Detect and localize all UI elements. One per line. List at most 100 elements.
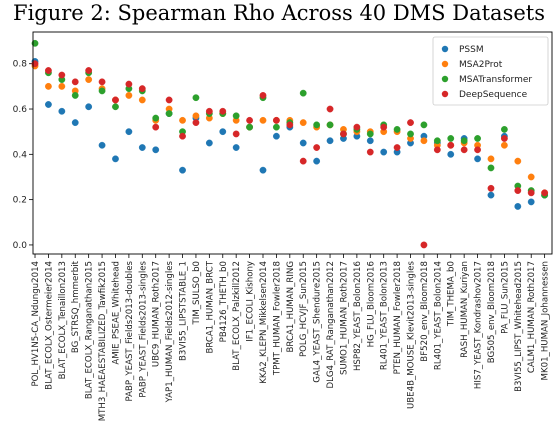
x-tick-label: RL401_YEAST_Bolon2014	[433, 261, 443, 370]
point-deepsequence	[380, 123, 388, 131]
x-tick-label: BG505_env_Bloom2018	[487, 261, 497, 363]
point-msa2prot	[45, 82, 52, 90]
x-tick-label: B3VI55_LIPSTSTABLE_1	[179, 261, 189, 361]
x-tick-label: RASH_HUMAN_Kuriyan	[460, 261, 470, 358]
point-deepsequence	[366, 148, 374, 156]
point-deepsequence	[192, 119, 200, 127]
x-tick-label: MK01_HUMAN_Johannessen	[541, 261, 551, 380]
data-points	[31, 39, 549, 249]
point-deepsequence	[514, 187, 522, 194]
point-deepsequence	[219, 107, 227, 115]
legend-label: PSSM	[459, 45, 484, 55]
point-pssm	[152, 146, 160, 154]
point-msatransformer	[273, 123, 280, 131]
x-tick-label: BG_STRSQ_hmmerbit	[71, 260, 81, 353]
point-msa2prot	[192, 112, 200, 120]
x-tick-label: PTEN_HUMAN_Fowler2018	[393, 261, 403, 374]
point-msatransformer	[393, 126, 401, 133]
point-deepsequence	[232, 130, 240, 138]
point-deepsequence	[420, 241, 428, 249]
point-deepsequence	[447, 141, 455, 149]
point-deepsequence	[45, 67, 52, 74]
x-tick-label: PB4126_THETH_b0	[219, 261, 229, 342]
plot-frame	[32, 31, 553, 255]
point-deepsequence	[326, 105, 334, 113]
x-tick-label: GAL4_YEAST_Shendure2015	[313, 261, 323, 383]
point-deepsequence	[474, 146, 481, 154]
point-pssm	[259, 166, 267, 174]
x-tick-label: MTH3_HAEAESTABILIZED_Tawfik2015	[98, 261, 108, 421]
x-tick-label: HSP82_YEAST_Bolon2016	[353, 261, 363, 371]
point-deepsequence	[179, 132, 186, 140]
x-tick-label: PABP_YEAST_Fields2013-singles	[138, 260, 148, 397]
point-pssm	[474, 155, 481, 163]
point-deepsequence	[259, 92, 267, 99]
point-pssm	[179, 166, 186, 174]
point-deepsequence	[98, 78, 106, 86]
x-tick-label: SUMO1_HUMAN_Roth2017	[339, 261, 349, 375]
y-tick-label: 0.8	[13, 60, 28, 70]
plot-border	[32, 31, 553, 255]
point-deepsequence	[286, 121, 294, 129]
y-tick-label: 0.2	[13, 196, 27, 206]
point-msatransformer	[71, 92, 79, 99]
point-deepsequence	[433, 146, 441, 154]
x-tick-label: BLAT_ECOLX_Ranganathan2015	[85, 261, 95, 399]
point-msa2prot	[514, 157, 522, 165]
x-tick-label: POLG_HCVJF_Sun2015	[299, 261, 309, 357]
point-msatransformer	[447, 135, 455, 142]
point-deepsequence	[273, 116, 280, 124]
point-pssm	[313, 157, 321, 165]
x-tick-label: CALM1_HUMAN_Roth2017	[527, 261, 537, 373]
point-pssm	[326, 137, 334, 145]
x-tick-label: POL_HV1N5-CA_Ndungu2014	[31, 261, 41, 387]
x-tick-label: KKA2_KLEPN_Mikkelsen2014	[259, 261, 269, 384]
x-tick-label: BLAT_ECOLX_Ostermeier2014	[44, 261, 54, 390]
legend-marker	[441, 90, 449, 98]
x-tick-label: YAP1_HUMAN_Fields2012-singles	[165, 260, 175, 403]
x-tick-label: IF1_ECOLI_Kishony	[246, 261, 256, 342]
x-tick-label: B3VI55_LIPST_Whitehead2015	[514, 261, 524, 392]
point-msatransformer	[152, 114, 160, 122]
point-pssm	[299, 139, 307, 147]
point-msa2prot	[500, 141, 508, 149]
legend-label: DeepSequence	[459, 90, 528, 100]
point-pssm	[219, 128, 227, 136]
point-deepsequence	[541, 189, 549, 197]
point-pssm	[98, 141, 106, 149]
point-deepsequence	[112, 96, 119, 104]
chart-title: Figure 2: Spearman Rho Across 40 DMS Dat…	[13, 1, 545, 25]
point-pssm	[514, 203, 522, 210]
point-deepsequence	[58, 71, 66, 79]
legend-box	[432, 36, 549, 106]
y-tick-label: 0.0	[13, 241, 28, 251]
point-deepsequence	[205, 107, 213, 115]
point-deepsequence	[85, 67, 93, 74]
point-deepsequence	[138, 85, 146, 93]
point-msa2prot	[299, 119, 307, 127]
legend-marker	[441, 45, 449, 53]
point-pssm	[85, 103, 93, 111]
point-deepsequence	[246, 116, 253, 124]
point-msatransformer	[407, 130, 414, 138]
x-axis: POL_HV1N5-CA_Ndungu2014 BLAT_ECOLX_Osterm…	[31, 254, 551, 421]
point-pssm	[58, 107, 66, 115]
point-deepsequence	[299, 157, 307, 165]
point-msatransformer	[326, 121, 334, 129]
x-tick-label: BLAT_ECOLX_Tenaillon2013	[58, 261, 68, 379]
point-pssm	[71, 119, 79, 127]
point-pssm	[527, 198, 535, 206]
point-pssm	[125, 128, 133, 136]
point-pssm	[138, 144, 146, 151]
x-tick-label: BF520_env_Bloom2018	[420, 261, 430, 362]
point-msa2prot	[487, 155, 495, 163]
point-msa2prot	[58, 82, 66, 90]
point-msatransformer	[500, 126, 508, 133]
legend: PSSM MSA2Prot MSATransformer DeepSequence	[432, 36, 549, 106]
point-msatransformer	[192, 94, 200, 102]
legend-label: MSA2Prot	[459, 60, 503, 70]
point-msatransformer	[433, 137, 441, 145]
x-tick-label: TIM_THEMA_b0	[447, 261, 457, 327]
point-deepsequence	[407, 119, 414, 127]
x-tick-label: BRCA1_HUMAN_RING	[286, 261, 296, 352]
